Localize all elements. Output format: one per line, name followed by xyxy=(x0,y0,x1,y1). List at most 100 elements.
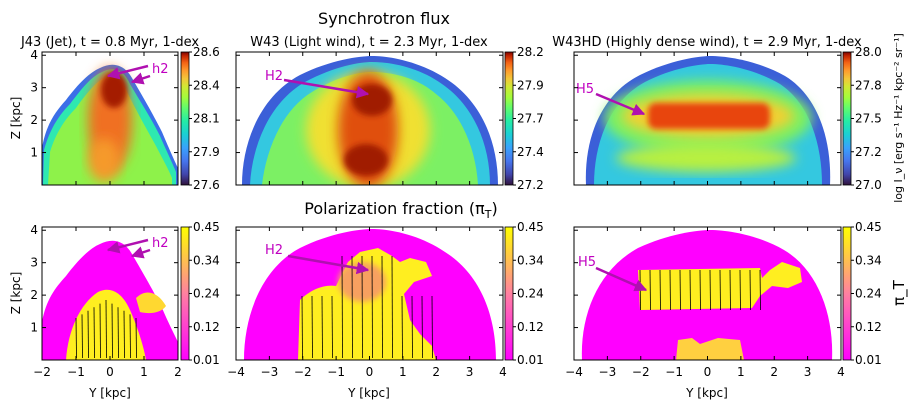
pol-vector xyxy=(649,269,651,311)
pol-vector xyxy=(351,255,353,359)
label-h2: h2 xyxy=(152,236,169,251)
x-tick-label: 1 xyxy=(399,365,407,379)
pol-vector xyxy=(87,310,89,359)
arrow-H5 xyxy=(595,92,646,116)
pol-vector xyxy=(81,314,83,359)
pol-vector xyxy=(739,269,741,311)
colorbar-tick-label: 0.34 xyxy=(855,253,882,267)
panel-title: W43 (Light wind), t = 2.3 Myr, 1-dex xyxy=(250,35,488,50)
pol-vector xyxy=(729,269,731,311)
pol-vector xyxy=(759,269,761,311)
colorbar-tick-label: 27.2 xyxy=(855,145,882,159)
colorbar-w43hd-pol: π_T xyxy=(842,226,909,361)
wind-hot-top xyxy=(352,84,392,116)
y-tick-label: 1 xyxy=(30,146,38,160)
pol-vector xyxy=(421,295,423,359)
panel-title: J43 (Jet), t = 0.8 Myr, 1-dex xyxy=(20,35,199,50)
colorbar-tick-label: 27.0 xyxy=(855,178,882,192)
x-tick-label: 0 xyxy=(366,365,374,379)
arrow-h2-a xyxy=(106,238,149,254)
pol-vector xyxy=(689,269,691,311)
panel-flux-w43: W43 (Light wind), t = 2.3 Myr, 1-dex H2 xyxy=(235,35,504,186)
pol-yellow-right xyxy=(136,292,166,314)
colorbar-tick-label: 0.24 xyxy=(193,287,220,301)
label-H2: H2 xyxy=(265,243,283,258)
colorbar-gradient xyxy=(180,226,190,361)
label-H2: H2 xyxy=(265,69,283,84)
pol-vector xyxy=(719,269,721,311)
panel-pol-w43hd: H5 Y [kpc] xyxy=(573,226,842,400)
y-tick-label: 2 xyxy=(30,288,38,302)
x-tick-label: 0 xyxy=(106,365,114,379)
pol-vector xyxy=(361,255,363,359)
colorbar-gradient xyxy=(842,226,852,361)
colorbar-tick-label: 27.9 xyxy=(517,78,544,92)
x-tick-label: 3 xyxy=(804,365,812,379)
x-tick-label: −2 xyxy=(33,365,51,379)
y-tick-label: 3 xyxy=(30,81,38,95)
arrow-h2-b xyxy=(130,72,151,85)
pol-vector xyxy=(129,314,131,359)
x-tick-label: 3 xyxy=(466,365,474,379)
xlabel: Y [kpc] xyxy=(685,386,728,400)
band-core xyxy=(648,103,770,129)
colorbar-tick-label: 27.4 xyxy=(517,145,544,159)
colorbar-tick-label: 27.7 xyxy=(517,112,544,126)
band-lower xyxy=(616,144,796,172)
arrow-H5 xyxy=(595,266,648,292)
colorbar-tick-label: 0.01 xyxy=(517,353,544,367)
ylabel: Z [kpc] xyxy=(9,97,23,140)
pol-vector xyxy=(93,307,95,359)
x-tick-label: −2 xyxy=(632,365,650,379)
x-tick-label: 2 xyxy=(770,365,778,379)
xlabel: Y [kpc] xyxy=(347,386,390,400)
pol-vector xyxy=(311,295,313,359)
panel-pol-w43: H2 Y [kpc] xyxy=(235,226,504,400)
panel-flux-w43hd: W43HD (Highly dense wind), t = 2.9 Myr, … xyxy=(552,35,862,186)
jet-lower xyxy=(88,138,120,182)
colorbar-tick-label: 27.6 xyxy=(193,178,220,192)
pol-vector xyxy=(111,303,113,359)
colorbar-j43-flux xyxy=(180,51,190,186)
pol-vector xyxy=(411,295,413,359)
colorbar-tick-label: 0.24 xyxy=(855,287,882,301)
panel-pol-j43: h2 Z [kpc] Y [kpc] xyxy=(9,226,179,400)
x-tick-label: −2 xyxy=(294,365,312,379)
pol-vectors xyxy=(301,255,433,359)
title-polarization: Polarization fraction (πT) xyxy=(304,199,497,221)
colorbar-tick-label: 28.6 xyxy=(193,45,220,59)
pol-vector xyxy=(321,295,323,359)
x-tick-label: 2 xyxy=(174,365,182,379)
pol-vectors xyxy=(75,299,137,359)
colorbar-tick-label: 0.34 xyxy=(193,253,220,267)
axes-layer: 1 2 3 4 27.6 27.9 28.1 28.4 28.6 27.2 27.4 27.7 27.9… xyxy=(30,45,881,379)
x-tick-label: 2 xyxy=(432,365,440,379)
x-tick-label: 4 xyxy=(499,365,507,379)
colorbar-w43-pol xyxy=(504,226,514,361)
colorbar-tick-label: 0.12 xyxy=(855,320,882,334)
pol-vector xyxy=(123,310,125,359)
colorbar-tick-label: 0.01 xyxy=(193,353,220,367)
colorbar-tick-label: 28.1 xyxy=(193,112,220,126)
colorbar-tick-label: 28.0 xyxy=(855,45,882,59)
y-tick-label: 3 xyxy=(30,256,38,270)
arrow-h2-b xyxy=(130,246,151,259)
pol-vector xyxy=(749,269,751,311)
colorbar-tick-label: 0.12 xyxy=(517,320,544,334)
pol-vector xyxy=(331,295,333,359)
pol-yellow-lower xyxy=(676,338,744,360)
pol-vector xyxy=(391,255,393,359)
label-H5: H5 xyxy=(578,255,596,270)
colorbar-tick-label: 27.5 xyxy=(855,112,882,126)
colorbar-tick-label: 0.45 xyxy=(517,220,544,234)
panel-title: W43HD (Highly dense wind), t = 2.9 Myr, … xyxy=(552,35,862,50)
x-tick-label: 4 xyxy=(837,365,845,379)
pol-vector xyxy=(99,303,101,359)
pol-vector xyxy=(341,255,343,359)
x-tick-label: 1 xyxy=(737,365,745,379)
colorbar-j43-pol xyxy=(180,226,190,361)
colorbar-gradient xyxy=(504,226,514,361)
annotation-H5: H5 xyxy=(578,255,648,292)
colorbar-gradient xyxy=(842,51,852,186)
